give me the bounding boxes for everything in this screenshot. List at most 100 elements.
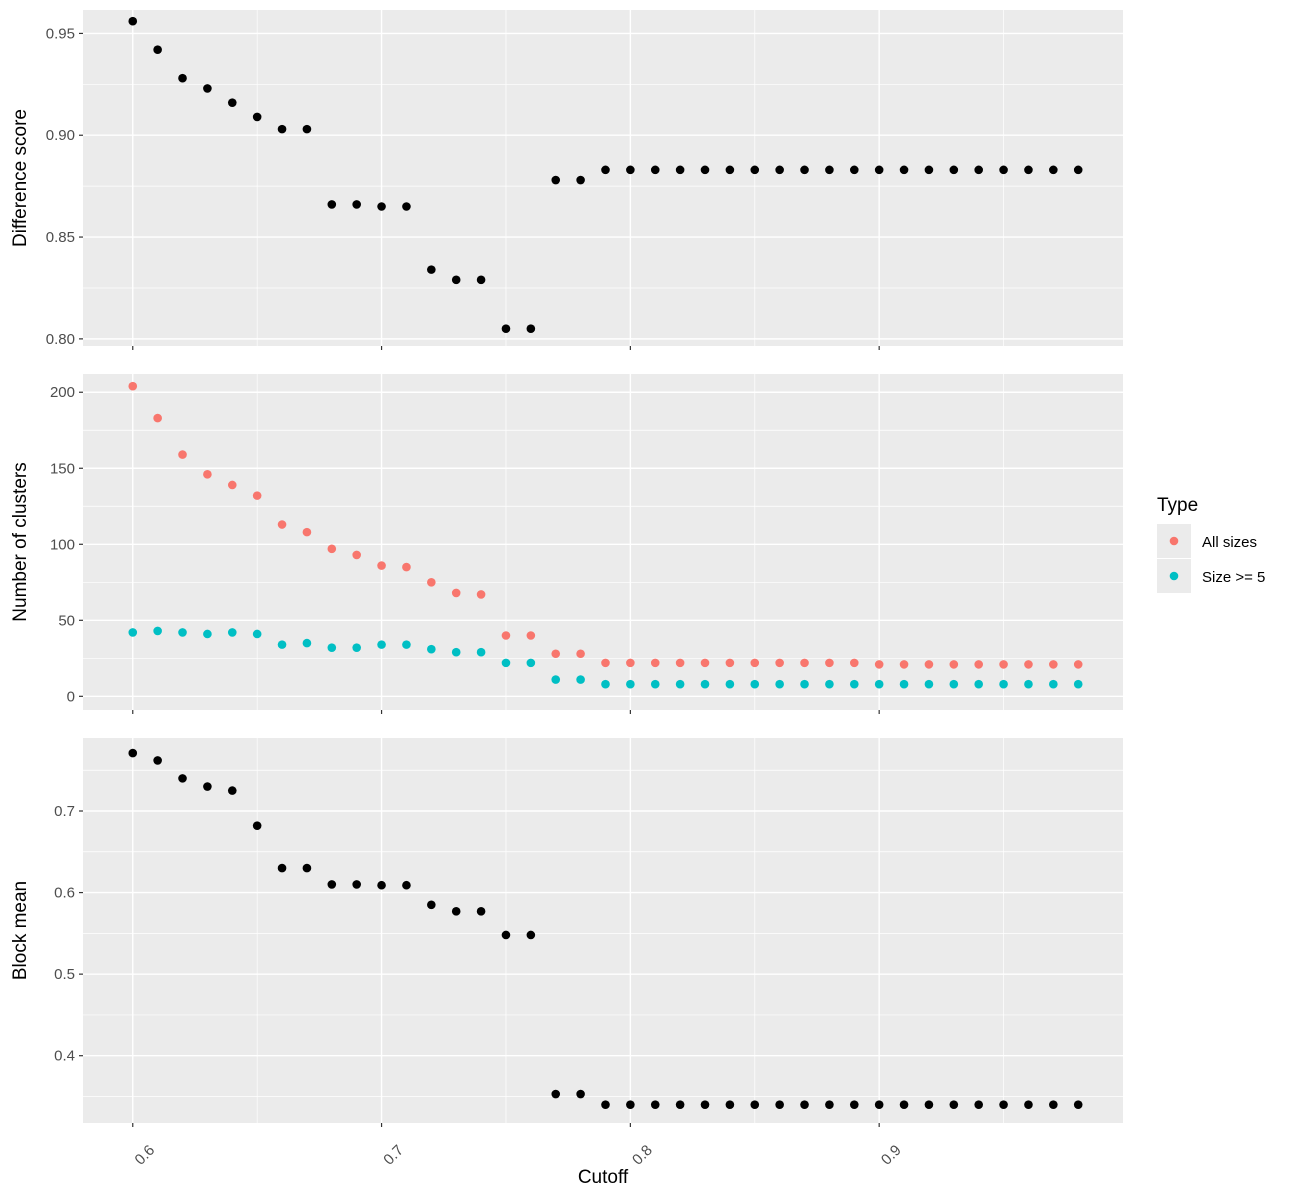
data-point	[302, 124, 312, 134]
data-point	[451, 275, 461, 285]
data-point	[227, 98, 237, 107]
y-tick-label: 200	[50, 384, 75, 401]
data-point	[626, 679, 635, 689]
legend-label: All sizes	[1202, 534, 1257, 551]
data-point	[153, 413, 162, 423]
data-point	[626, 658, 635, 668]
data-point	[700, 1100, 710, 1109]
data-point	[277, 124, 287, 134]
data-point	[775, 679, 784, 689]
data-point	[849, 165, 859, 175]
y-tick-label: 50	[58, 612, 75, 629]
data-point	[576, 649, 585, 659]
data-point	[899, 165, 909, 175]
data-point	[825, 165, 834, 175]
data-point	[675, 679, 685, 689]
data-point	[128, 628, 138, 637]
data-point	[949, 165, 959, 175]
data-point	[277, 520, 287, 529]
data-point	[327, 880, 337, 889]
data-point	[277, 863, 287, 873]
data-point	[327, 200, 337, 209]
data-point	[501, 930, 511, 940]
data-point	[949, 660, 959, 669]
data-point	[128, 381, 138, 391]
data-point	[924, 1100, 934, 1109]
data-point	[551, 675, 561, 684]
data-point	[825, 1100, 834, 1109]
data-point	[1049, 165, 1058, 175]
data-point	[899, 679, 909, 689]
data-point	[999, 1100, 1008, 1109]
data-point	[451, 647, 461, 657]
y-tick-label: 0.5	[54, 966, 75, 983]
data-point	[352, 643, 361, 652]
y-tick-label: 0.85	[46, 229, 75, 246]
data-point	[427, 577, 436, 587]
data-point	[1049, 660, 1058, 669]
x-tick-label: 0.6	[132, 1142, 159, 1169]
data-point	[899, 1100, 909, 1109]
data-point	[526, 631, 536, 640]
y-tick-label: 150	[50, 460, 75, 477]
data-point	[551, 175, 561, 185]
data-point	[675, 658, 685, 668]
data-point	[526, 658, 536, 668]
data-point	[203, 782, 212, 791]
data-point	[576, 1089, 585, 1099]
data-point	[402, 202, 411, 211]
data-point	[800, 679, 809, 689]
y-tick-label: 0.90	[46, 127, 75, 144]
data-point	[476, 907, 486, 916]
data-point	[1073, 1100, 1083, 1109]
data-point	[849, 679, 859, 689]
data-point	[974, 1100, 983, 1109]
data-point	[153, 756, 162, 765]
data-point	[128, 16, 138, 26]
y-tick-label: 0	[67, 688, 75, 705]
data-point	[377, 561, 386, 570]
data-point	[178, 628, 187, 637]
data-point	[476, 590, 486, 599]
data-point	[402, 880, 411, 890]
data-point	[377, 880, 386, 890]
data-point	[750, 679, 760, 689]
data-point	[427, 265, 436, 274]
data-point	[949, 1100, 959, 1109]
data-point	[352, 880, 361, 889]
data-point	[1024, 679, 1033, 689]
data-point	[874, 1100, 884, 1109]
data-point	[874, 660, 884, 669]
data-point	[377, 640, 386, 649]
data-point	[352, 200, 361, 209]
data-point	[277, 640, 287, 649]
data-point	[227, 786, 237, 795]
y-tick-label: 0.4	[54, 1048, 75, 1065]
data-point	[974, 165, 983, 175]
data-point	[427, 644, 436, 654]
data-point	[725, 679, 735, 689]
data-point	[252, 491, 262, 500]
data-point	[576, 675, 585, 684]
data-point	[128, 748, 138, 758]
data-point	[849, 658, 859, 668]
data-point	[675, 1100, 685, 1109]
data-point	[700, 679, 710, 689]
data-point	[427, 900, 436, 910]
y-tick-label: 0.80	[46, 331, 75, 348]
data-point	[1073, 679, 1083, 689]
data-point	[725, 1100, 735, 1109]
data-point	[1073, 165, 1083, 175]
x-tick-label: 0.9	[878, 1142, 905, 1169]
panel-1: 0.80 0.85 0.90 0.95 Difference score	[10, 10, 1123, 350]
data-point	[252, 821, 262, 830]
panel-background	[83, 738, 1123, 1123]
data-point	[775, 165, 784, 175]
data-point	[924, 165, 934, 175]
data-point	[800, 1100, 809, 1109]
data-point	[501, 324, 511, 333]
data-point	[203, 84, 212, 93]
data-point	[750, 1100, 760, 1109]
data-point	[650, 165, 660, 175]
data-point	[999, 679, 1008, 689]
